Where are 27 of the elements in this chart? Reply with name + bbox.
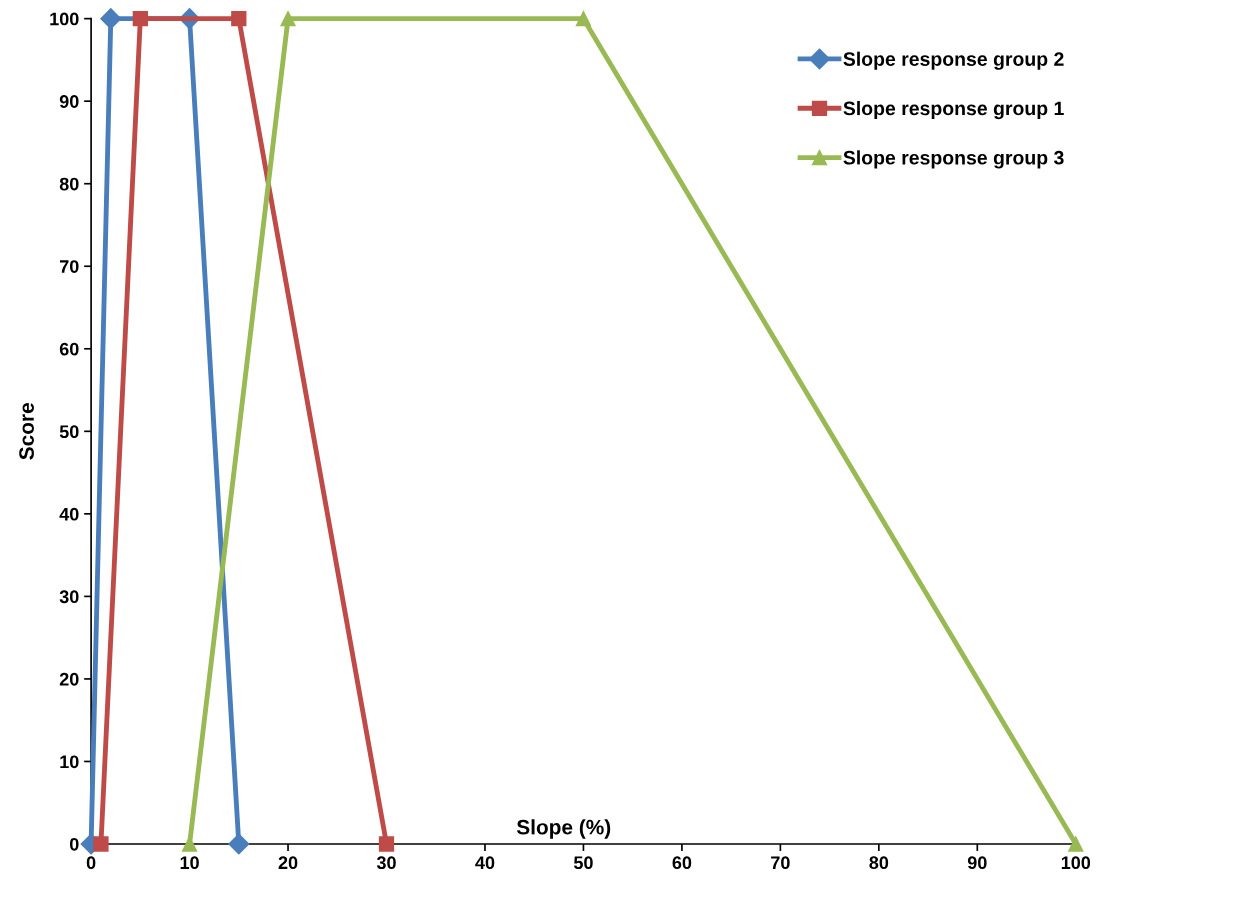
x-tick-label: 10 [180, 856, 199, 870]
x-tick-label: 70 [771, 856, 790, 870]
x-axis-title: Slope (%) [516, 819, 611, 839]
y-tick-label: 30 [59, 590, 79, 604]
y-tick-label: 20 [59, 672, 79, 686]
legend-label: Slope response group 3 [843, 150, 1064, 169]
x-tick-label: 80 [869, 856, 889, 870]
y-tick-label: 70 [59, 260, 79, 273]
x-tick-label: 20 [278, 856, 298, 870]
x-tick-label: 0 [86, 856, 96, 870]
x-tick-label: 50 [573, 856, 593, 870]
x-tick-label: 100 [1061, 856, 1091, 870]
y-tick-label: 100 [50, 12, 79, 26]
legend-label: Slope response group 1 [843, 100, 1064, 120]
y-tick-label: 60 [59, 342, 79, 356]
y-tick-label: 80 [59, 177, 79, 191]
x-tick-label: 40 [475, 856, 495, 870]
y-tick-label: 10 [60, 755, 79, 769]
x-tick-label: 30 [376, 856, 396, 870]
x-tick-label: 60 [672, 856, 692, 870]
y-axis-title: Score [19, 403, 34, 460]
y-tick-label: 50 [59, 425, 79, 439]
x-tick-label: 90 [967, 856, 987, 870]
y-tick-label: 90 [59, 95, 79, 108]
legend-label: Slope response group 2 [843, 51, 1064, 70]
y-tick-label: 0 [69, 837, 79, 851]
y-tick-label: 40 [59, 507, 79, 521]
